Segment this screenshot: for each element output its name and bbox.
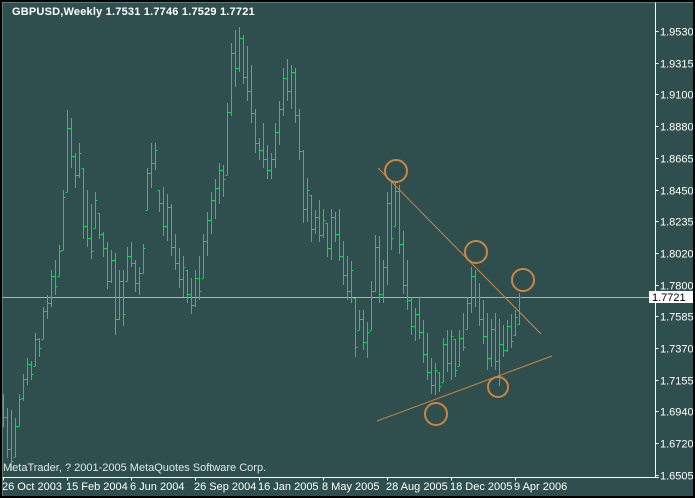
date-tick-label: 26 Sep 2004 xyxy=(194,481,256,493)
date-tick-label: 16 Jan 2005 xyxy=(258,481,319,493)
price-tick-label: 1.8235 xyxy=(660,217,694,229)
price-tick-label: 1.9530 xyxy=(660,27,694,39)
ellipse-object[interactable] xyxy=(487,376,509,398)
date-tick-label: 18 Dec 2005 xyxy=(450,481,512,493)
date-tick-label: 28 Aug 2005 xyxy=(386,481,448,493)
price-tick-label: 1.6720 xyxy=(660,439,694,451)
current-price-box xyxy=(649,291,695,303)
price-tick-label: 1.8880 xyxy=(660,122,694,134)
price-tick-label: 1.6505 xyxy=(660,471,694,483)
date-tick-label: 6 Jun 2004 xyxy=(130,481,184,493)
date-tick-label: 15 Feb 2004 xyxy=(66,481,128,493)
metaquotes-watermark: MetaTrader, ? 2001-2005 MetaQuotes Softw… xyxy=(3,462,266,474)
ellipse-object[interactable] xyxy=(511,268,535,292)
date-tick-label: 8 May 2005 xyxy=(322,481,379,493)
ellipse-object[interactable] xyxy=(424,402,448,426)
ellipse-object[interactable] xyxy=(384,159,408,183)
price-tick-label: 1.7800 xyxy=(660,281,694,293)
drawn-objects-layer xyxy=(376,159,553,426)
price-tick-label: 1.8665 xyxy=(660,154,694,166)
price-tick-label: 1.7370 xyxy=(660,344,694,356)
price-tick-label: 1.9315 xyxy=(660,59,694,71)
time-axis[interactable]: 26 Oct 2003 15 Feb 2004 6 Jun 2004 26 Sep 2… xyxy=(1,477,659,494)
ohlc-bars xyxy=(1,27,522,471)
price-tick-label: 1.7585 xyxy=(660,312,694,324)
ellipse-object[interactable] xyxy=(464,240,488,264)
price-tick-label: 1.6940 xyxy=(660,407,694,419)
ascending-trendline[interactable] xyxy=(376,355,553,422)
price-plot-area xyxy=(1,27,522,471)
current-price-value: 1.7721 xyxy=(652,292,686,304)
price-tick-label: 1.8450 xyxy=(660,186,694,198)
price-tick-label: 1.8020 xyxy=(660,249,694,261)
symbol-ohlc-overlay: GBPUSD,Weekly 1.7531 1.7746 1.7529 1.772… xyxy=(12,6,255,18)
date-tick-label: 9 Apr 2006 xyxy=(514,481,567,493)
current-price-label: 1.7721 xyxy=(649,291,695,304)
price-axis[interactable]: 1.9530 1.9315 1.9100 1.8880 1.8665 1.8450 1.82… xyxy=(655,2,694,483)
descending-trendline[interactable] xyxy=(377,167,542,335)
date-tick-label: 26 Oct 2003 xyxy=(2,481,62,493)
price-tick-label: 1.7155 xyxy=(660,376,694,388)
price-tick-label: 1.9100 xyxy=(660,90,694,102)
